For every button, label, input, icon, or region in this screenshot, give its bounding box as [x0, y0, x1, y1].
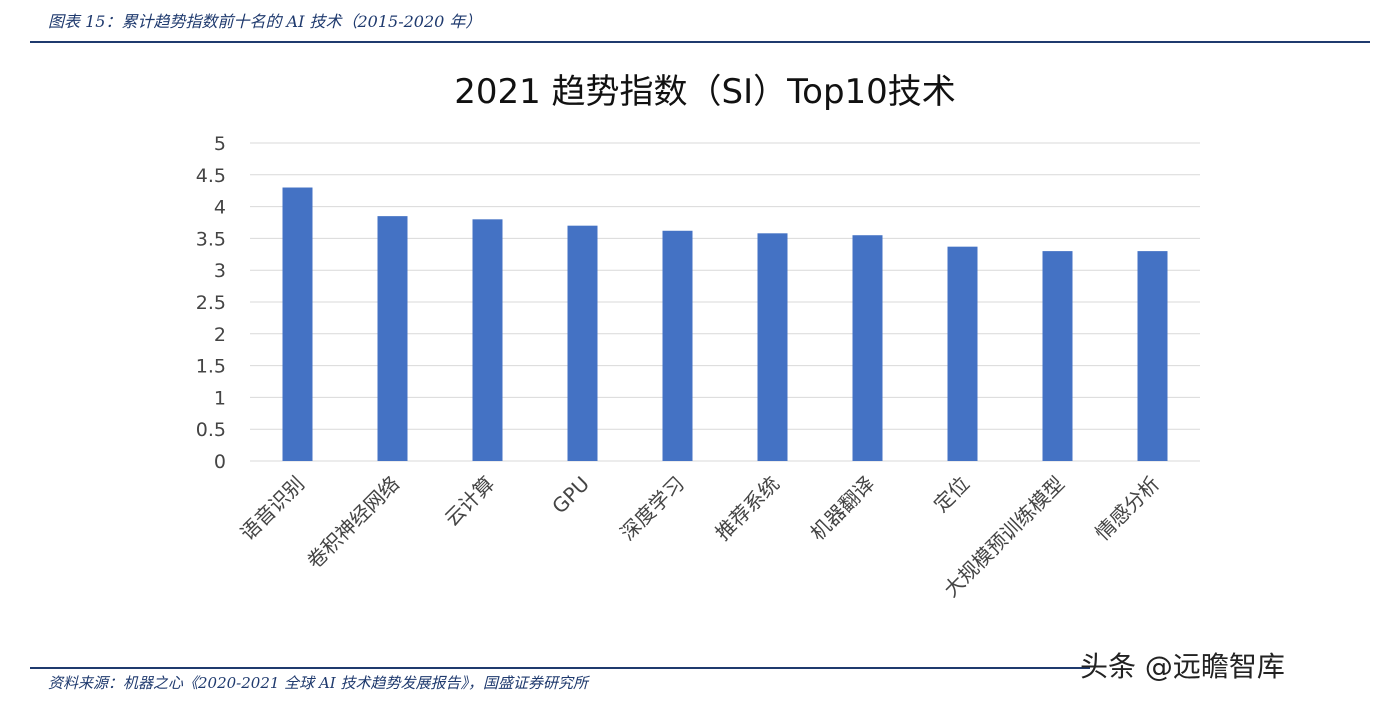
y-tick-label: 2.5	[196, 292, 226, 314]
bar	[377, 216, 408, 461]
source-note: 资料来源：机器之心《2020-2021 全球 AI 技术趋势发展报告》，国盛证券…	[48, 674, 588, 692]
bar	[472, 219, 503, 461]
bar	[662, 230, 693, 461]
y-tick-label: 0	[214, 451, 226, 473]
bottom-divider	[30, 667, 1090, 669]
gridlines	[250, 142, 1200, 462]
y-tick-label: 4.5	[196, 165, 226, 187]
y-tick-label: 3.5	[196, 228, 226, 250]
bar	[282, 187, 313, 461]
bar	[757, 233, 788, 461]
x-tick-label: 情感分析	[1090, 472, 1164, 546]
x-tick-label: 卷积神经网络	[302, 472, 404, 574]
y-tick-label: 3	[214, 260, 226, 282]
y-axis-ticks: 0 0.5 1 1.5 2 2.5 3 3.5 4 4.5 5	[196, 133, 226, 473]
bar	[947, 246, 978, 461]
bar	[1042, 251, 1073, 461]
y-tick-label: 5	[214, 133, 226, 155]
y-tick-label: 4	[214, 197, 226, 219]
x-tick-label: 推荐系统	[710, 472, 784, 546]
figure-caption: 图表 15：累计趋势指数前十名的 AI 技术（2015-2020 年）	[48, 12, 482, 31]
watermark: 头条 @远瞻智库	[1080, 650, 1285, 683]
x-tick-label: 云计算	[440, 472, 499, 531]
bar	[852, 235, 883, 461]
y-tick-label: 1	[214, 387, 226, 409]
x-tick-label: 深度学习	[615, 472, 689, 546]
x-tick-label: 机器翻译	[805, 472, 879, 546]
y-tick-label: 1.5	[196, 356, 226, 378]
bar	[567, 225, 598, 461]
y-tick-label: 0.5	[196, 419, 226, 441]
x-tick-label: 语音识别	[235, 472, 309, 546]
bar	[1137, 251, 1168, 461]
x-tick-label: GPU	[547, 472, 594, 519]
y-tick-label: 2	[214, 324, 226, 346]
bars	[282, 187, 1168, 461]
x-tick-label: 定位	[929, 472, 974, 517]
top-divider	[30, 41, 1370, 43]
chart-title: 2021 趋势指数（SI）Top10技术	[454, 72, 956, 112]
